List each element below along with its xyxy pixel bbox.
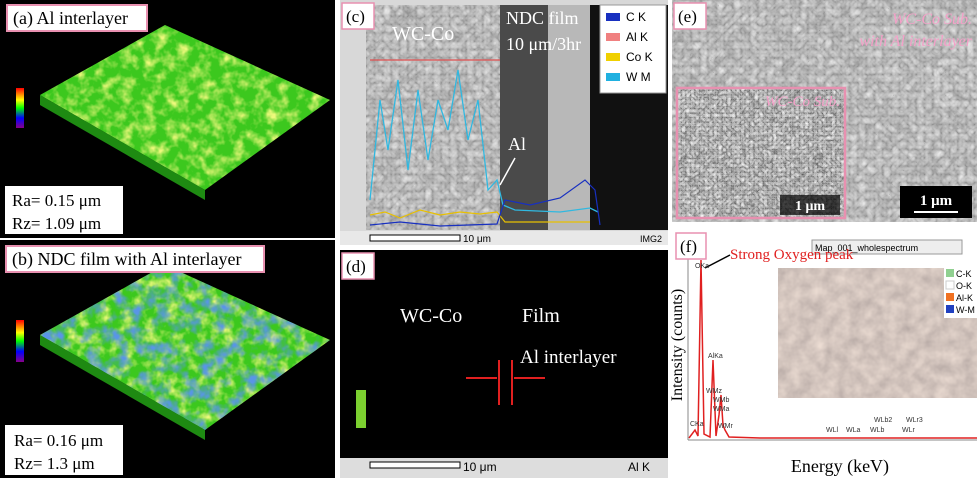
peak-label: WLa [846, 427, 861, 434]
panel-label: (f) [680, 237, 697, 256]
legend-swatch [946, 281, 954, 289]
legend-swatch [946, 269, 954, 277]
legend-label: Co K [626, 50, 653, 64]
peak-label: OKa [695, 263, 709, 270]
peak-label: WMz [706, 388, 722, 395]
main-caption: with Al interlayer [859, 33, 972, 50]
x-axis-label: Energy (keV) [791, 456, 889, 477]
peak-label: WMb [713, 397, 729, 404]
legend-swatch [606, 73, 620, 81]
al-map-substrate [368, 255, 500, 455]
annotation: Strong Oxygen peak [730, 247, 854, 263]
color-bar [356, 390, 366, 428]
legend-swatch [606, 53, 620, 61]
scale-bar [370, 235, 460, 241]
main-scale: 1 μm [920, 193, 953, 209]
legend-swatch [946, 305, 954, 313]
color-scale [16, 320, 24, 362]
peak-label: WLb2 [874, 417, 892, 424]
panel-label: (a) Al interlayer [13, 8, 128, 29]
element-label: Al K [628, 460, 650, 474]
scale-bar [370, 462, 460, 468]
peak-label: WLr [902, 427, 916, 434]
panel-label: (b) NDC film with Al interlayer [12, 249, 241, 270]
peak-label: WMa [713, 406, 729, 413]
panel-e: (e) WC-Co Sub. with Al interlayer WC-Co … [672, 0, 977, 222]
main-caption: WC-Co Sub. [892, 11, 972, 28]
legend-label: W-M [956, 305, 975, 315]
ra-value: Ra= 0.15 μm [12, 191, 101, 210]
substrate-label: WC-Co [400, 305, 462, 327]
peak-label: WLr3 [906, 417, 923, 424]
legend-label: W M [626, 70, 651, 84]
peak-label: WLb [870, 427, 885, 434]
film-label: Film [522, 305, 560, 327]
rate-label: 10 μm/3hr [506, 34, 581, 54]
legend-label: Al-K [956, 293, 973, 303]
panel-f: Map_001_wholespectrum C-K O-K Al-K W-M (… [669, 228, 977, 478]
panel-c: C K Al K Co K W M (c) WC-Co NDC film 10 … [340, 0, 668, 245]
ra-value: Ra= 0.16 μm [14, 431, 103, 450]
peak-label: CKa [690, 421, 704, 428]
legend-swatch [606, 33, 620, 41]
panel-b: (b) NDC film with Al interlayer Ra= 0.16… [0, 240, 340, 478]
interlayer-label: Al interlayer [520, 347, 617, 368]
legend-label: Al K [626, 30, 648, 44]
legend-swatch [606, 13, 620, 21]
interlayer-label: Al [508, 134, 526, 154]
rz-value: Rz= 1.3 μm [14, 454, 95, 473]
film-label: NDC film [506, 8, 579, 28]
inset-caption: WC-Co Sub. [765, 94, 840, 110]
legend-swatch [946, 293, 954, 301]
rz-value: Rz= 1.09 μm [12, 214, 101, 233]
image-id: IMG2 [640, 234, 662, 244]
substrate-label: WC-Co [392, 23, 454, 45]
legend-label: C K [626, 10, 646, 24]
panel-label: (c) [346, 7, 365, 26]
panel-label: (d) [346, 257, 366, 276]
peak-label: AlKa [708, 353, 723, 360]
figure: (a) Al interlayer Ra= 0.15 μm Rz= 1.09 μ… [0, 0, 977, 478]
panel-a: (a) Al interlayer Ra= 0.15 μm Rz= 1.09 μ… [0, 0, 340, 238]
inset-scale: 1 μm [795, 199, 825, 214]
legend-label: O-K [956, 281, 972, 291]
peak-label: WLl [826, 427, 839, 434]
peak-label: WMr [718, 423, 733, 430]
scale-label: 10 μm [463, 460, 497, 474]
panel-label: (e) [678, 7, 697, 26]
legend-label: C-K [956, 269, 972, 279]
y-axis-label: Intensity (counts) [669, 289, 686, 401]
panel-d: (d) WC-Co Film Al interlayer 10 μm Al K [340, 250, 668, 478]
color-scale [16, 88, 24, 128]
scale-label: 10 μm [463, 234, 491, 245]
